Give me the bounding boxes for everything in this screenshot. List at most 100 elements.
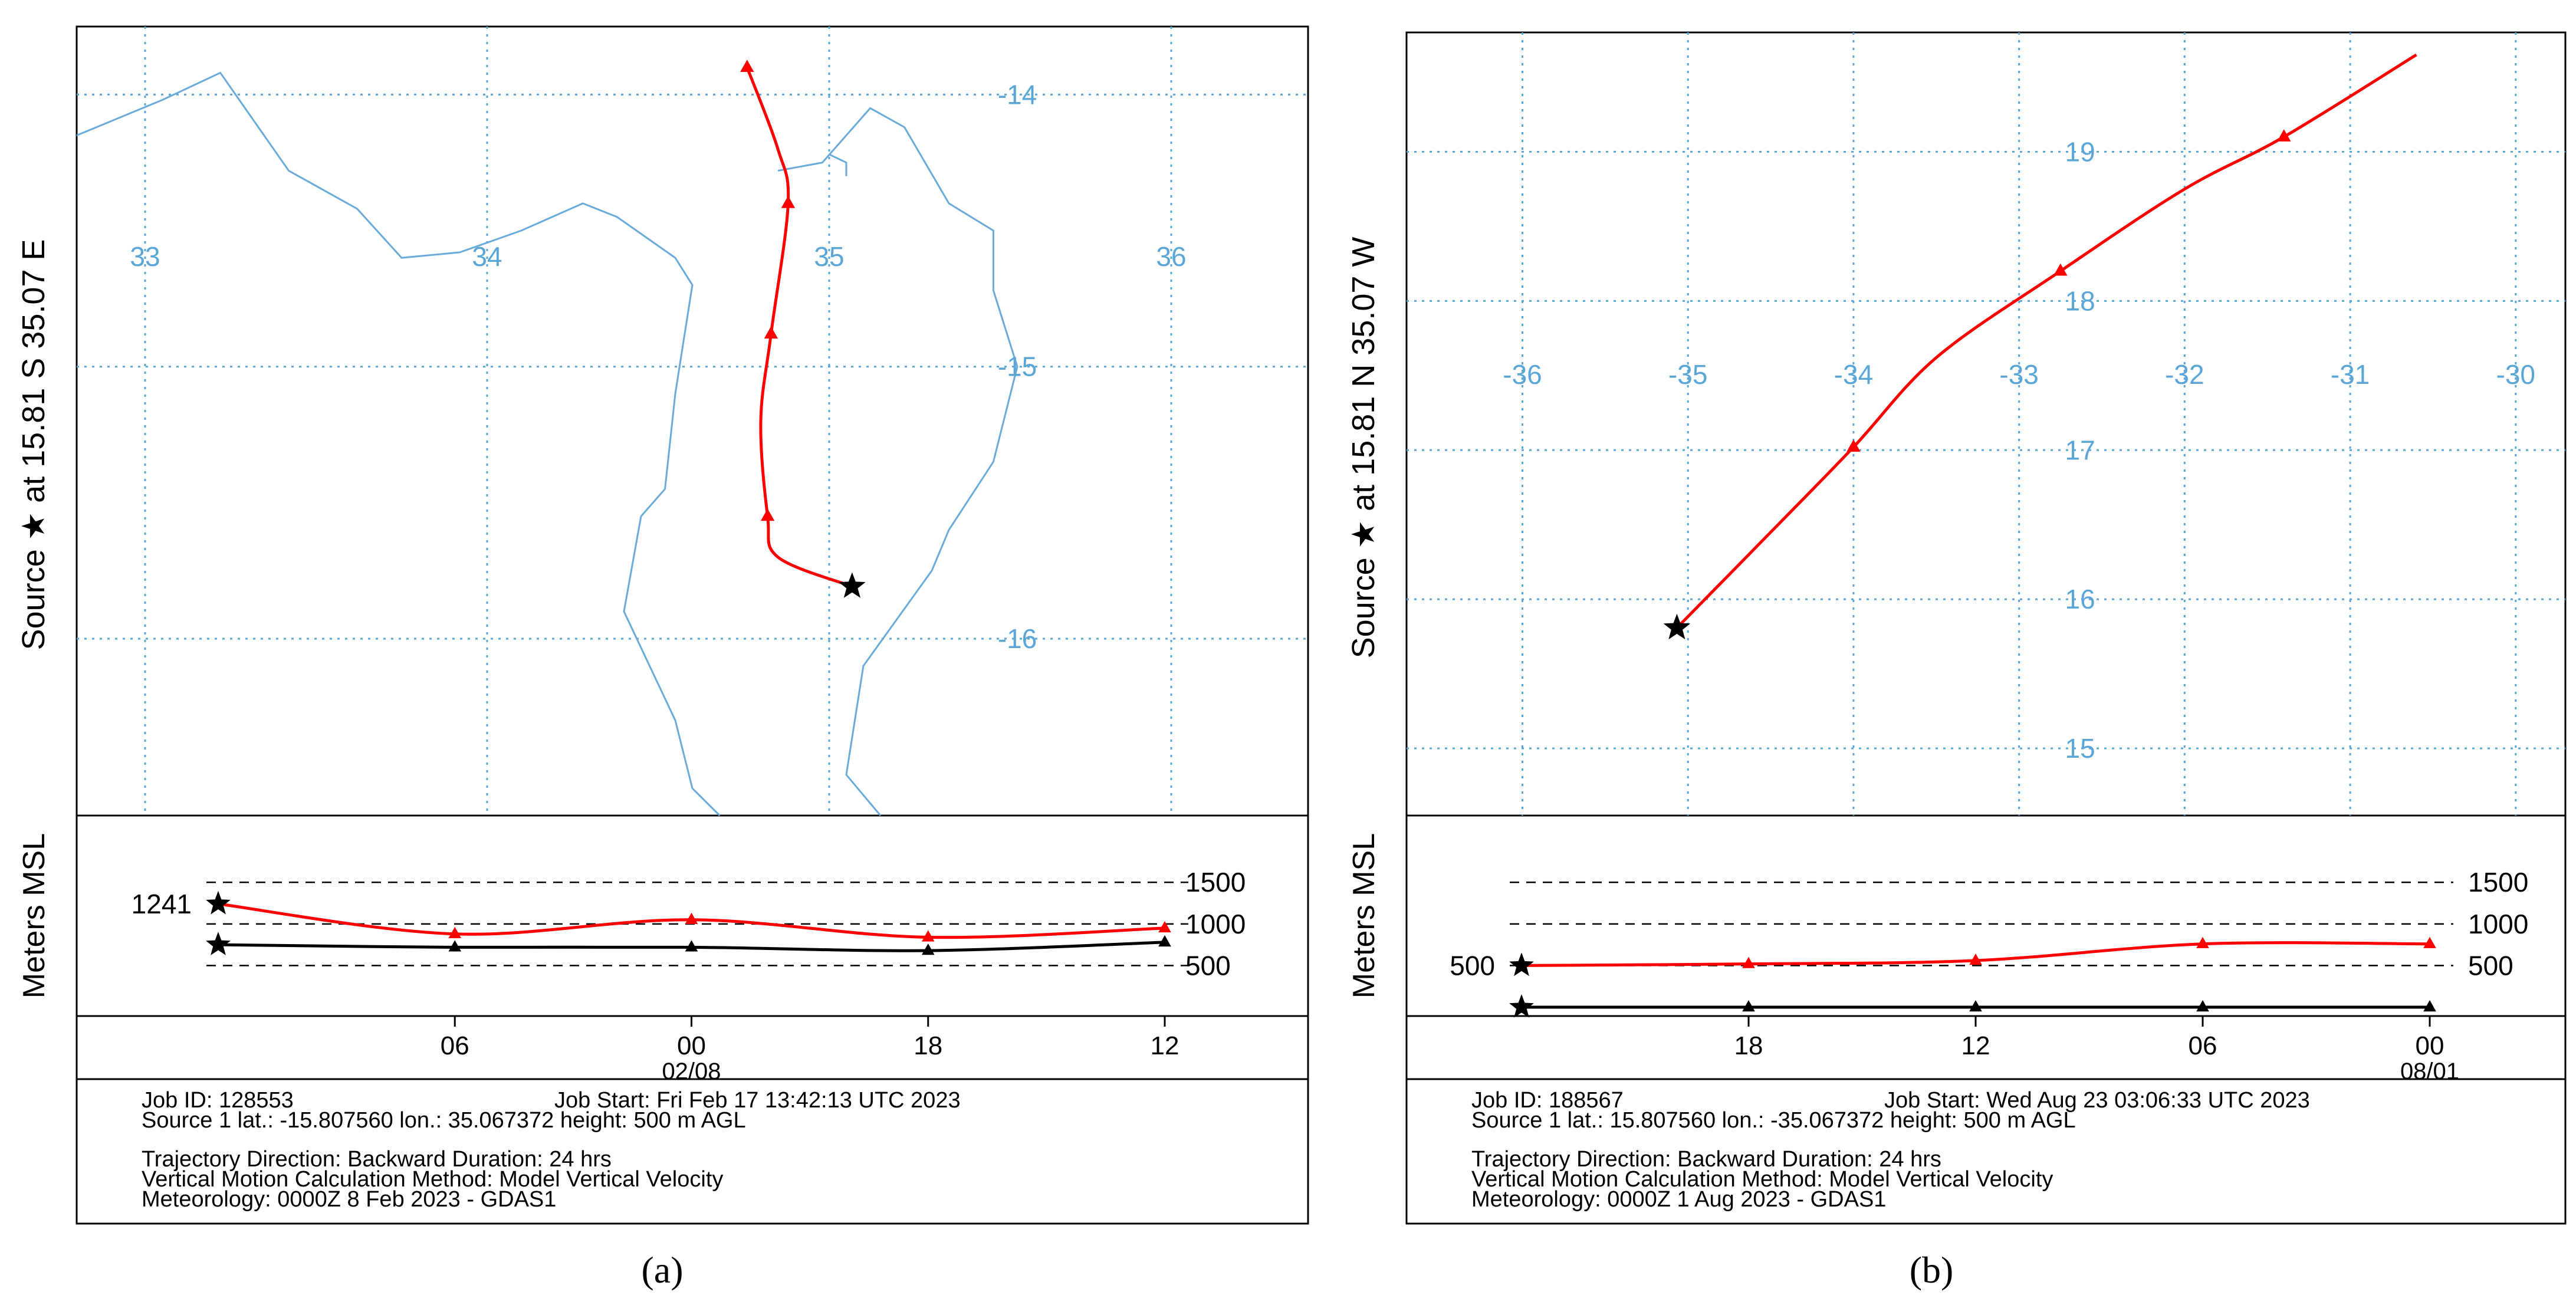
source-latitude: 15.81 S xyxy=(16,358,51,468)
longitude-tick-label: 35 xyxy=(814,241,844,272)
job-info-block: Job ID: 128553 Job Start: Fri Feb 17 13:4… xyxy=(142,1088,961,1212)
panel-caption: (a) xyxy=(641,1249,683,1291)
job-start: Job Start: Fri Feb 17 13:42:13 UTC 2023 xyxy=(554,1088,961,1113)
vertical-motion-method: Vertical Motion Calculation Method: Mode… xyxy=(1471,1167,2053,1192)
trajectory-map: 33 34 35 36 -14 -15 -16 xyxy=(76,27,1308,817)
series-hour-marker xyxy=(2196,1000,2209,1012)
series-start-star xyxy=(1509,994,1534,1018)
trajectory-direction: Trajectory Direction: Backward Duration:… xyxy=(1471,1147,1941,1172)
coastline xyxy=(829,153,847,176)
series-hour-marker xyxy=(1969,953,1982,965)
source-location-label: Source ★ at 15.81 S 35.07 E xyxy=(16,239,51,650)
latitude-tick-label: 18 xyxy=(2065,285,2095,316)
coastline xyxy=(777,107,1018,816)
trajectory-direction: Trajectory Direction: Backward Duration:… xyxy=(142,1147,612,1172)
panel-a: 33 34 35 36 -14 -15 -16 Source ★ at 15.81 S 35.… xyxy=(16,25,1309,1291)
y-axis-label: Meters MSL xyxy=(17,833,51,998)
job-id: Job ID: 188567 xyxy=(1471,1088,1624,1113)
longitude-tick-label: -30 xyxy=(2496,359,2535,390)
source-longitude: 35.07 E xyxy=(16,239,51,358)
trajectory-hour-marker xyxy=(2053,263,2068,276)
source-star-glyph: ★ xyxy=(1346,511,1381,557)
source-word: Source xyxy=(1346,557,1381,658)
height-tick-label: 1500 xyxy=(1185,867,1246,898)
longitude-tick-label: -35 xyxy=(1668,359,1707,390)
vertical-profile: 500 1000 1500 Meters MSL 500 xyxy=(1347,833,2528,1018)
latitude-tick-label: 17 xyxy=(2065,435,2095,465)
height-tick-label: 1000 xyxy=(1185,909,1246,939)
time-tick-label: 18 xyxy=(914,1031,942,1060)
longitude-tick-label: -36 xyxy=(1503,359,1542,390)
time-tick-label: 06 xyxy=(2189,1031,2217,1060)
job-id: Job ID: 128553 xyxy=(142,1088,294,1113)
height-tick-label: 500 xyxy=(1185,950,1231,981)
trajectory-hour-marker xyxy=(1846,439,1861,452)
source-word: Source xyxy=(16,549,51,650)
time-tick-label: 18 xyxy=(1734,1031,1763,1060)
longitude-tick-label: -31 xyxy=(2331,359,2370,390)
trajectory-hour-marker xyxy=(764,326,778,339)
latitude-tick-label: 16 xyxy=(2065,584,2095,614)
trajectory-hour-marker xyxy=(760,508,775,521)
job-start: Job Start: Wed Aug 23 03:06:33 UTC 2023 xyxy=(1884,1088,2310,1113)
date-label: 02/08 xyxy=(662,1058,721,1084)
source-details: Source 1 lat.: -15.807560 lon.: 35.06737… xyxy=(142,1108,746,1133)
trajectory-map: -36 -35 -34 -33 -32 -31 -30 19 18 17 16 15 xyxy=(1407,32,2565,816)
series-start-star xyxy=(206,890,231,915)
vertical-profile: 500 1000 1500 Meters MSL 1241 xyxy=(17,833,1246,998)
source-location-label: Source ★ at 15.81 N 35.07 W xyxy=(1346,237,1381,659)
panel-frame xyxy=(75,25,1309,1225)
time-tick-label: 00 xyxy=(677,1031,706,1060)
series-hour-marker xyxy=(921,930,935,942)
series-hour-marker xyxy=(685,940,698,952)
longitude-tick-label: 33 xyxy=(130,241,160,272)
start-height-label: 1241 xyxy=(132,889,192,919)
series-hour-marker xyxy=(1969,1000,1982,1012)
panel-frame xyxy=(1405,31,2567,1225)
series-hour-marker xyxy=(921,943,935,955)
at-word: at xyxy=(16,468,51,503)
latitude-tick-label: 15 xyxy=(2065,733,2095,764)
trajectory-line xyxy=(1675,53,2417,629)
longitude-tick-label: -33 xyxy=(1999,359,2038,390)
series-hour-marker xyxy=(448,926,462,938)
time-tick-label: 00 xyxy=(2416,1031,2444,1060)
meteorology: Meteorology: 0000Z 8 Feb 2023 - GDAS1 xyxy=(142,1187,556,1212)
source-details: Source 1 lat.: 15.807560 lon.: -35.06737… xyxy=(1471,1108,2076,1133)
latitude-tick-label: 19 xyxy=(2065,136,2095,167)
series-start-star xyxy=(1509,952,1534,977)
time-tick-label: 12 xyxy=(1151,1031,1179,1060)
panel-b: -36 -35 -34 -33 -32 -31 -30 19 18 17 16 15 Source ★ … xyxy=(1346,31,2567,1291)
series-hour-marker xyxy=(685,912,698,924)
trajectory-hour-marker xyxy=(740,60,754,73)
time-axis: 06 00 18 12 02/08 xyxy=(441,1016,1179,1084)
longitude-tick-label: 36 xyxy=(1156,241,1186,272)
vertical-motion-method: Vertical Motion Calculation Method: Mode… xyxy=(142,1167,723,1192)
series-hour-marker xyxy=(2423,1000,2436,1012)
series-hour-marker xyxy=(2423,936,2436,948)
series-hour-marker xyxy=(2196,936,2209,948)
source-latitude: 15.81 N xyxy=(1346,364,1381,476)
trajectory-hour-marker xyxy=(781,195,796,208)
longitude-tick-label: 34 xyxy=(472,241,502,272)
height-tick-label: 1500 xyxy=(2468,867,2528,898)
source-star-marker xyxy=(1663,613,1691,640)
meteorology: Meteorology: 0000Z 1 Aug 2023 - GDAS1 xyxy=(1471,1187,1886,1212)
source-longitude: 35.07 W xyxy=(1346,237,1381,364)
height-tick-label: 1000 xyxy=(2468,909,2528,939)
longitude-tick-label: -32 xyxy=(2165,359,2204,390)
time-tick-label: 06 xyxy=(441,1031,469,1060)
latitude-tick-label: -15 xyxy=(998,351,1037,382)
height-tick-label: 500 xyxy=(2468,950,2513,981)
latitude-tick-label: -14 xyxy=(998,79,1037,110)
time-tick-label: 12 xyxy=(1961,1031,1990,1060)
panel-caption: (b) xyxy=(1910,1249,1954,1291)
coastline xyxy=(76,71,721,817)
series-hour-marker xyxy=(1158,921,1171,933)
source-star-glyph: ★ xyxy=(16,503,51,549)
start-height-label: 500 xyxy=(1450,950,1495,981)
longitude-tick-label: -34 xyxy=(1834,359,1873,390)
series-start-star xyxy=(206,932,231,955)
